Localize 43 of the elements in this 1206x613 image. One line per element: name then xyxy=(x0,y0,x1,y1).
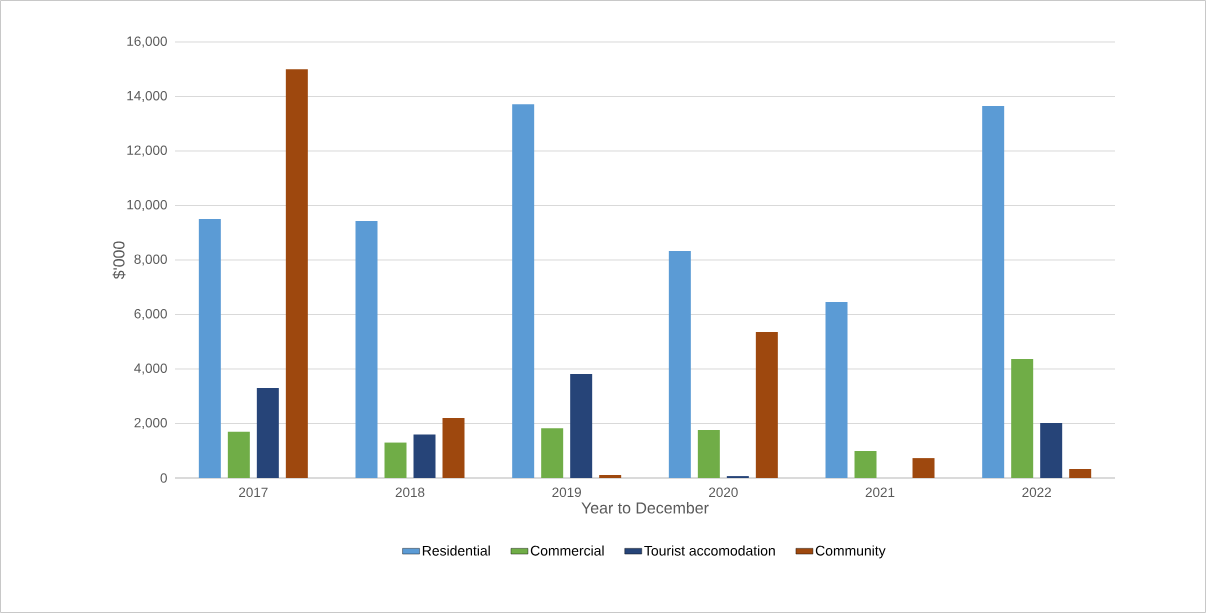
x-tick-label: 2022 xyxy=(1022,487,1051,498)
bar xyxy=(982,106,1005,478)
bar xyxy=(697,430,720,478)
y-tick-label: 14,000 xyxy=(127,90,167,103)
x-axis-title: Year to December xyxy=(581,501,709,514)
bar xyxy=(541,428,564,478)
x-tick-label: 2021 xyxy=(865,487,895,498)
y-tick-label: 16,000 xyxy=(127,36,167,48)
x-tick-label: 2019 xyxy=(552,487,581,498)
bar xyxy=(1040,422,1063,478)
bar xyxy=(256,388,279,478)
bar xyxy=(599,475,622,478)
bar xyxy=(912,458,935,478)
x-tick-label: 2018 xyxy=(395,487,425,498)
y-tick-label: 4,000 xyxy=(134,363,167,375)
bar xyxy=(413,434,436,478)
y-tick-label: 2,000 xyxy=(134,417,167,430)
bar xyxy=(442,418,465,478)
y-tick-label: 0 xyxy=(160,473,167,483)
bar xyxy=(570,373,593,478)
bar xyxy=(285,69,308,478)
bar xyxy=(384,442,407,478)
y-axis-title: $'000 xyxy=(112,241,126,280)
bar xyxy=(755,331,778,478)
x-tick-label: 2017 xyxy=(239,487,268,498)
x-tick-label: 2020 xyxy=(709,487,738,498)
bar xyxy=(1069,469,1092,478)
y-tick-label: 8,000 xyxy=(134,254,167,266)
bar xyxy=(198,219,221,478)
bar xyxy=(227,431,250,478)
y-tick-label: 12,000 xyxy=(127,145,167,157)
legend-label: Commercial xyxy=(530,545,604,556)
legend-label: Community xyxy=(815,545,886,559)
bar xyxy=(854,451,877,478)
bar xyxy=(825,301,848,478)
bar xyxy=(512,104,535,478)
y-tick-label: 6,000 xyxy=(134,308,167,321)
legend-label: Residential xyxy=(422,545,490,556)
y-tick-label: 10,000 xyxy=(127,199,167,212)
legend-label: Tourist accomodation xyxy=(644,545,775,556)
bar xyxy=(1011,358,1034,478)
bar xyxy=(668,251,691,478)
bar xyxy=(355,221,378,478)
